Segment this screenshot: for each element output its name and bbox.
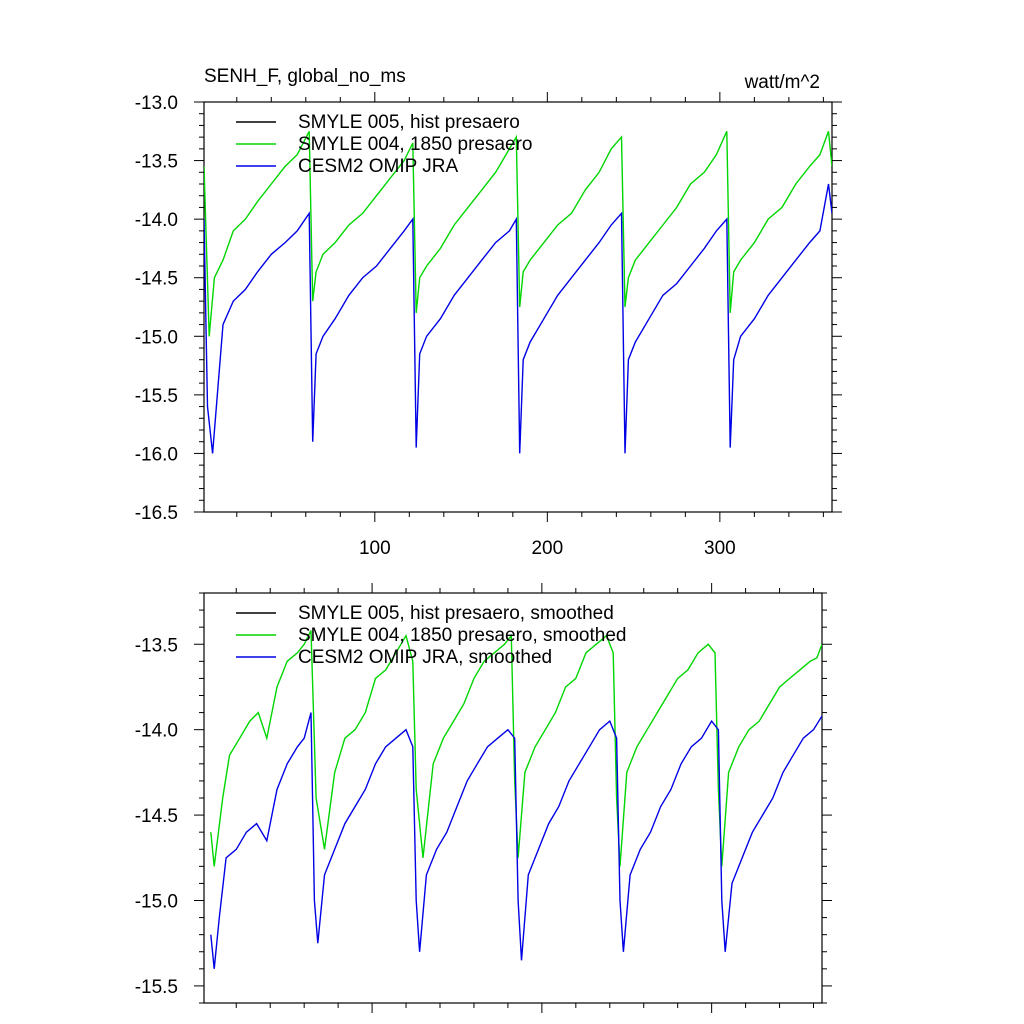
y-tick-label: -13.5 [135, 635, 178, 656]
legend: SMYLE 005, hist presaero, smoothedSMYLE … [236, 603, 626, 668]
series-line-jra [210, 712, 822, 969]
x-tick-label: 200 [531, 538, 563, 559]
y-tick-label: -13.5 [135, 152, 178, 173]
bottom-panel: -13.5 -14.0 -14.5 -15.0 -15.5 SMYLE 005, hist… [135, 583, 832, 1013]
y-tick-label: -15.5 [135, 386, 178, 407]
legend-label-jra: CESM2 OMIP JRA, smoothed [298, 647, 552, 668]
y-tick-label: -14.0 [135, 721, 178, 742]
top-panel: -13.0 -13.5 -14.0 -14.5 -15.0 -15.5 -16.0 -16.5… [135, 92, 842, 559]
y-tick-label: -16.5 [135, 503, 178, 524]
legend-label-pi1850: SMYLE 004, 1850 presaero [298, 134, 533, 155]
series-line-jra [204, 183, 832, 454]
chart-title: SENH_F, global_no_ms [204, 66, 406, 87]
y-tick-label: -15.0 [135, 327, 178, 348]
tick-marks [194, 583, 832, 1013]
y-tick-label: -15.5 [135, 977, 178, 998]
series-line-pi1850 [204, 130, 832, 337]
y-tick-label: -16.0 [135, 444, 178, 465]
y-tick-label: -15.0 [135, 892, 178, 913]
y-tick-label: -13.0 [135, 93, 178, 114]
x-tick-label: 100 [359, 538, 391, 559]
plot-frame [203, 101, 833, 513]
x-tick-label: 300 [704, 538, 736, 559]
legend-label-jra: CESM2 OMIP JRA [298, 156, 458, 177]
y-tick-label: -14.5 [135, 269, 178, 290]
y-tick-label: -14.0 [135, 210, 178, 231]
y-tick-label: -14.5 [135, 806, 178, 827]
legend-label-hist: SMYLE 005, hist presaero [298, 112, 520, 133]
units-label: watt/m^2 [744, 72, 820, 93]
legend-label-hist: SMYLE 005, hist presaero, smoothed [298, 603, 614, 624]
legend-label-pi1850: SMYLE 004, 1850 presaero, smoothed [298, 625, 626, 646]
tick-marks [194, 92, 842, 522]
